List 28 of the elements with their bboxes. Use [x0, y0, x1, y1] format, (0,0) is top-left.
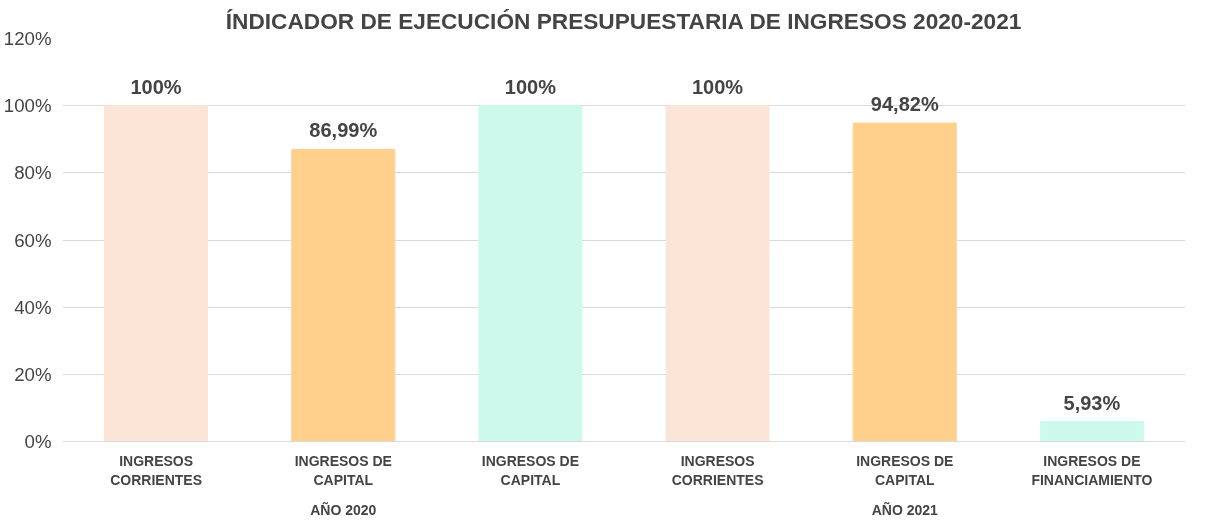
x-tick-label: INGRESOS DE CAPITAL — [481, 452, 580, 488]
y-tick-label: 120% — [3, 28, 52, 49]
bar — [1039, 421, 1144, 442]
y-tick-label: 40% — [14, 296, 52, 318]
data-label: 5,93% — [1063, 391, 1121, 414]
data-label: 100% — [130, 75, 182, 98]
bar — [104, 105, 209, 442]
data-label: 86,99% — [309, 119, 378, 142]
text: AÑO 2020 — [310, 500, 377, 518]
text: AÑO 2021 — [871, 500, 939, 518]
bar — [665, 105, 770, 442]
y-tick-label: 0% — [24, 431, 52, 452]
bar — [852, 122, 957, 442]
y-tick-label: 100% — [3, 95, 52, 117]
y-tick-label: 80% — [14, 162, 52, 184]
y-tick-label: 60% — [14, 229, 52, 251]
x-tick-label: INGRESOS DE CAPITAL — [856, 452, 954, 488]
x-tick-label: INGRESOS CORRIENTES — [671, 452, 764, 488]
data-label: 94,82% — [870, 93, 939, 116]
chart-title: ÍNDICADOR DE EJECUCIÓN PRESUPUESTARIA DE INGRESOS 2020-2021 — [225, 7, 1022, 34]
data-label: 100% — [692, 75, 744, 98]
bar — [478, 105, 583, 442]
bar — [291, 148, 396, 442]
x-tick-label: INGRESOS CORRIENTES — [110, 452, 202, 488]
x-tick-label: INGRESOS DE FINANCIAMIENTO — [1031, 452, 1153, 488]
y-tick-label: 20% — [14, 363, 52, 385]
x-tick-label: INGRESOS DE CAPITAL — [294, 452, 392, 488]
data-label: 100% — [504, 75, 557, 98]
